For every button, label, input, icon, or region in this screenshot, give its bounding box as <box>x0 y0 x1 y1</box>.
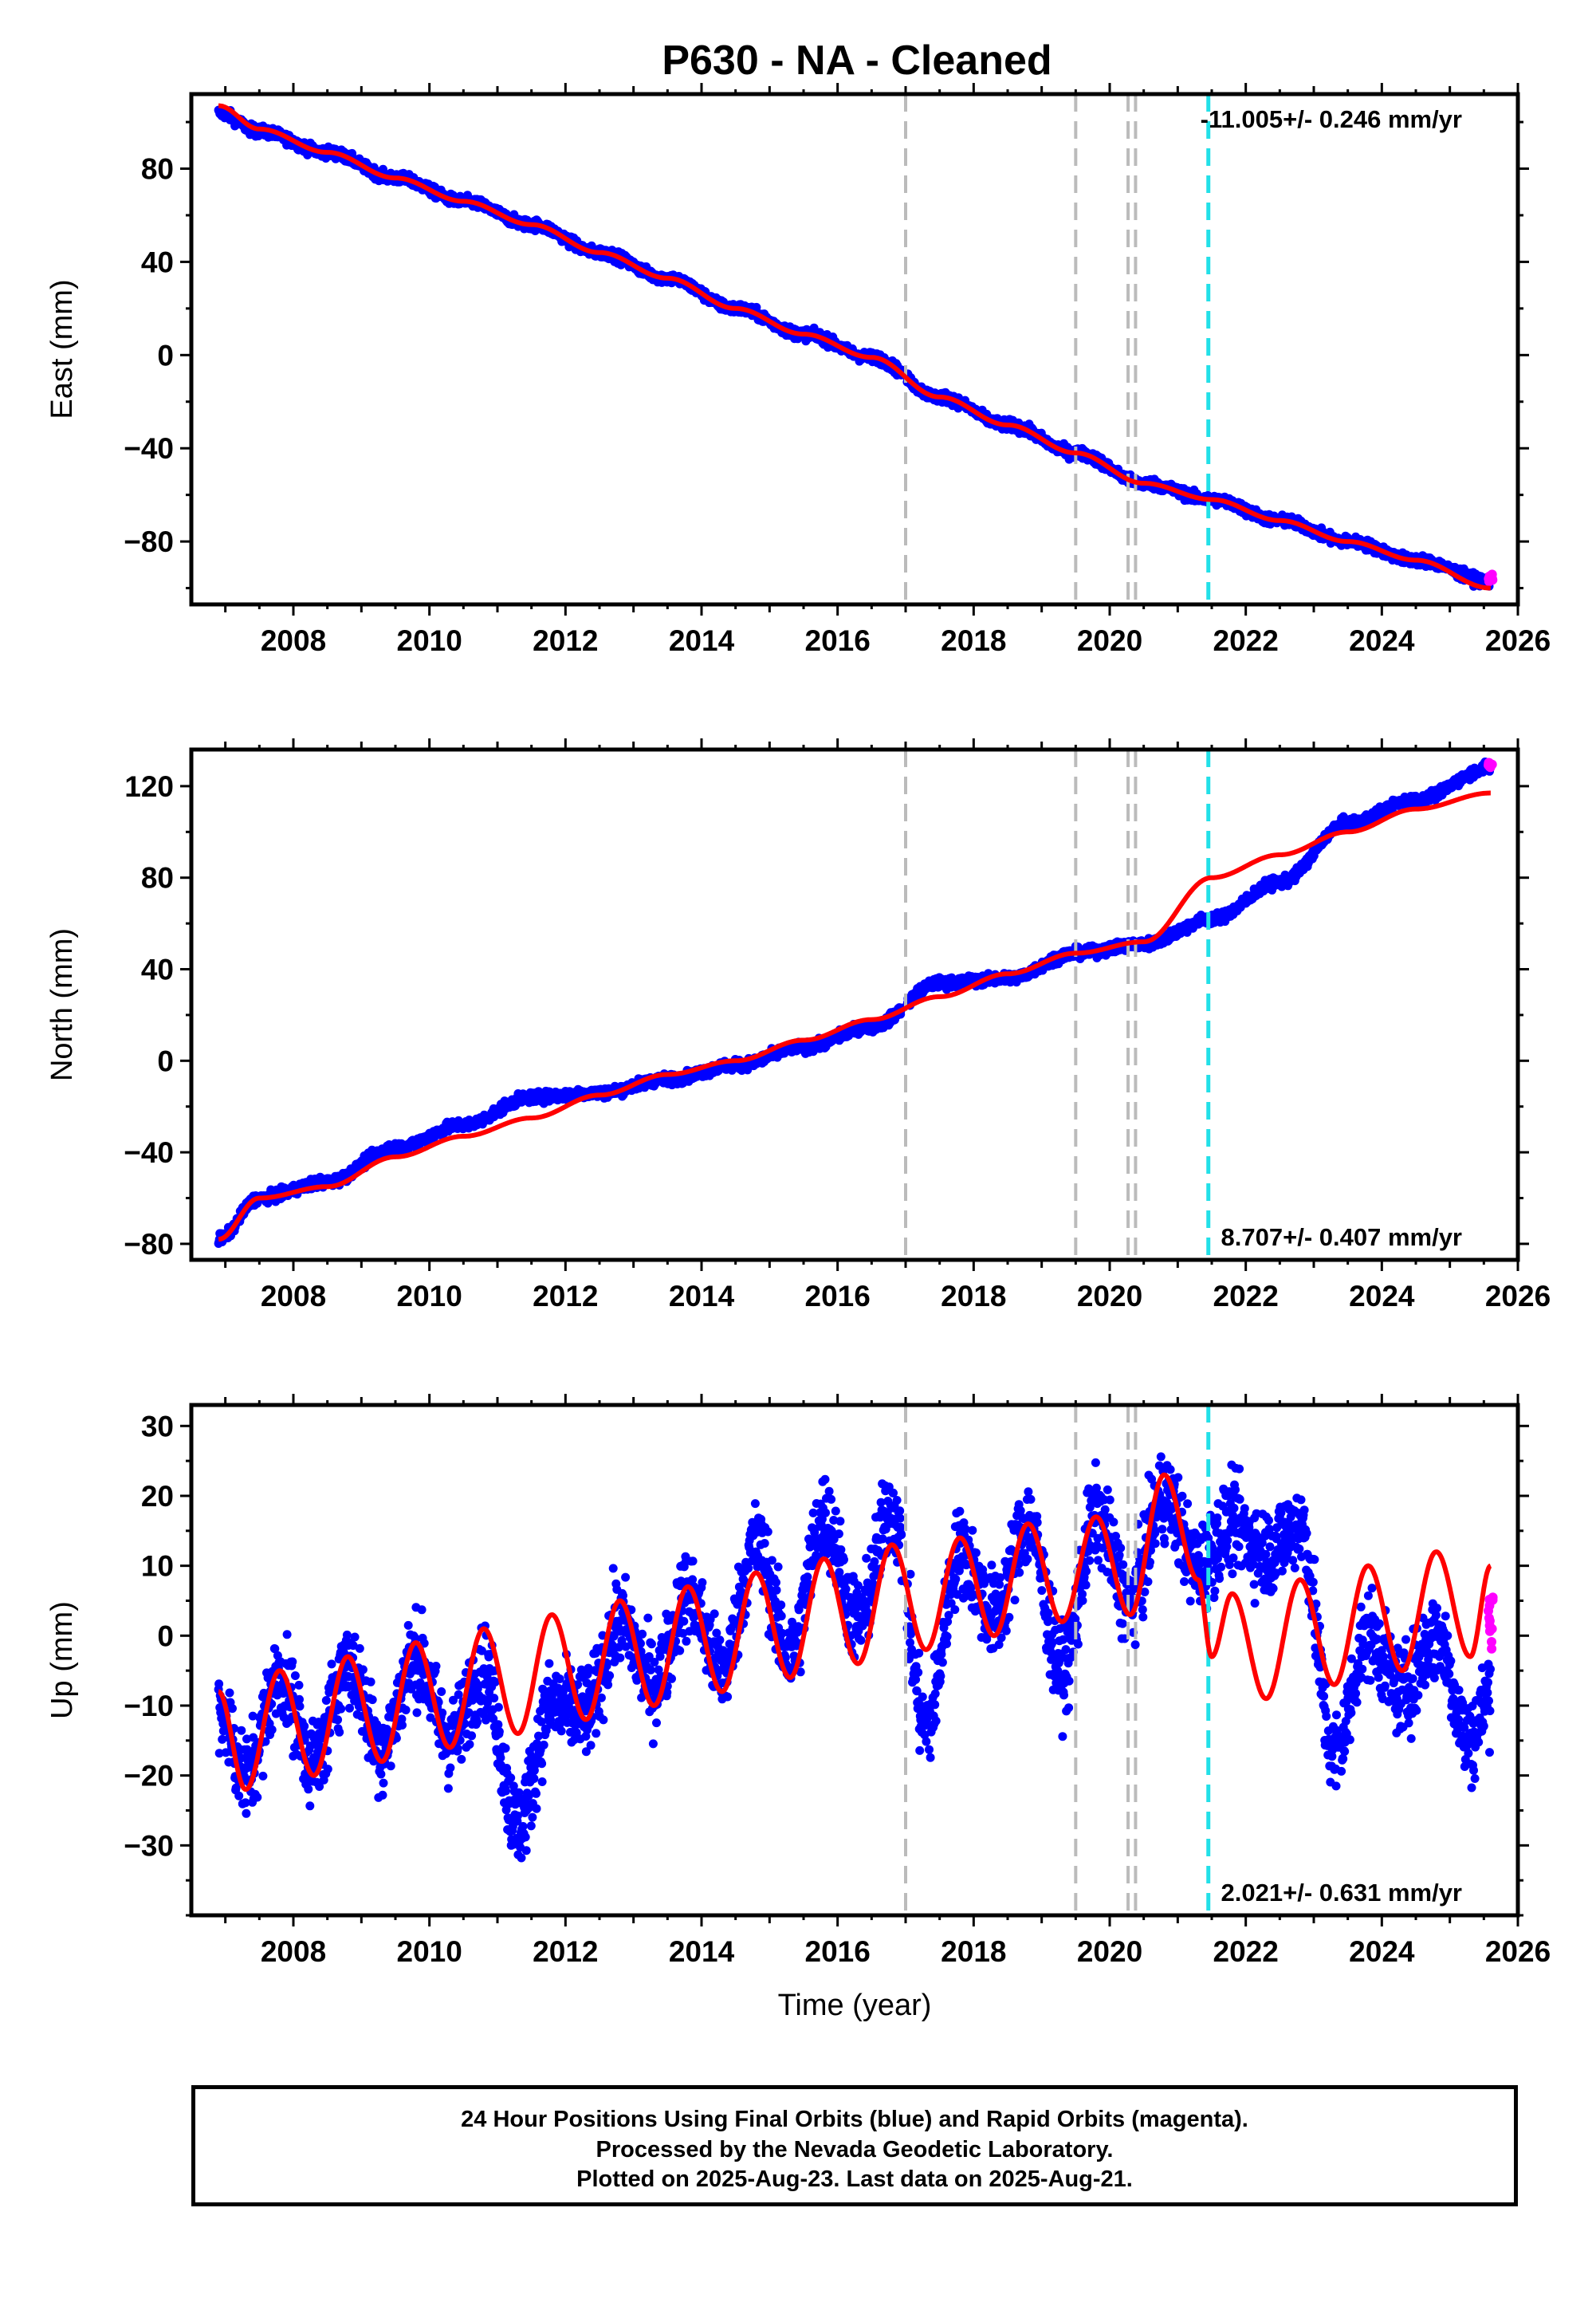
east-panel: 2008 2010 2012 2014 2016 2018 2020 2022 2024 2026… <box>45 83 1551 657</box>
east-x-tick-label: 2016 <box>805 624 871 657</box>
east-plot-area <box>214 94 1498 604</box>
gps-time-series-plots: 2008 2010 2012 2014 2016 2018 2020 2022 2024 2026… <box>45 83 1551 2022</box>
east-x-tick-label: 2022 <box>1213 624 1279 657</box>
east-rapid-orbit-points <box>1484 569 1498 587</box>
east-y-tick-label: −80 <box>124 525 174 558</box>
east-velocity-label: -11.005+/- 0.246 mm/yr <box>1201 105 1462 133</box>
east-y-tick-label: 40 <box>141 246 174 278</box>
chart-title: P630 - NA - Cleaned <box>662 37 1052 84</box>
east-rapid-point <box>1485 573 1496 583</box>
east-y-tick-label: −40 <box>124 432 174 465</box>
east-x-tick-label: 2014 <box>669 624 735 657</box>
north-final-orbit-points <box>214 758 1495 1248</box>
east-x-tick-label: 2012 <box>533 624 598 657</box>
north-plot-area <box>214 750 1497 1260</box>
east-y-tick-label: 80 <box>141 153 174 186</box>
east-y-axis-label: East (mm) <box>45 279 79 419</box>
east-x-tick-label: 2020 <box>1077 624 1142 657</box>
north-panel: 2008 2010 2012 2014 2016 2018 2020 2022 2024 2026… <box>45 738 1551 1312</box>
east-x-tick-label: 2018 <box>941 624 1006 657</box>
east-y-tick-label: 0 <box>157 339 174 372</box>
east-x-tick-label: 2024 <box>1349 624 1415 657</box>
east-x-tick-label: 2010 <box>397 624 462 657</box>
east-x-tick-label: 2008 <box>261 624 326 657</box>
east-x-tick-label: 2026 <box>1485 624 1551 657</box>
